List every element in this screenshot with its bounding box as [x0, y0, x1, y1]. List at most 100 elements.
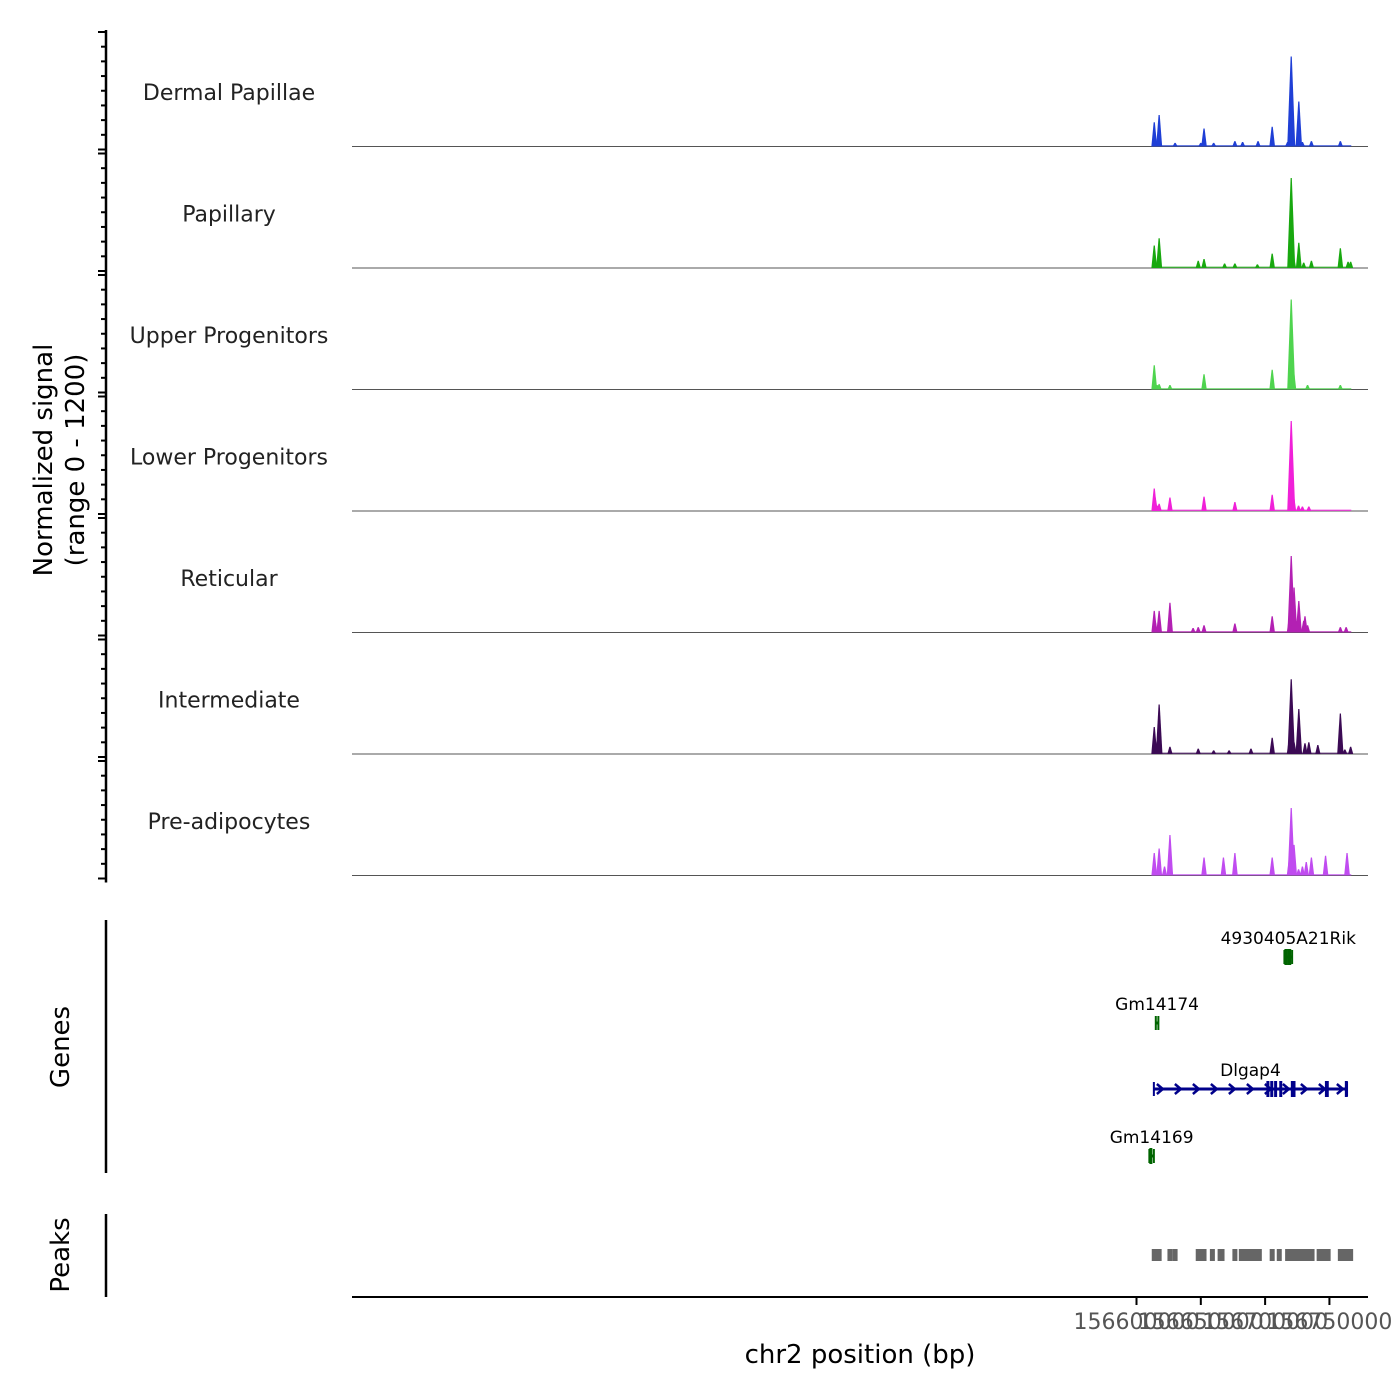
peak-region: [1243, 1249, 1249, 1261]
gene-gm14169: Gm14169: [1110, 1128, 1194, 1164]
track-label: Upper Progenitors: [130, 324, 329, 349]
signal-peak: [1342, 749, 1348, 754]
signal-peak: [1156, 503, 1162, 511]
signal-peak: [1201, 259, 1207, 268]
track-reticular: Reticular: [180, 556, 1368, 633]
signal-peak: [1291, 844, 1298, 876]
peaks-track-label: Peaks: [46, 1217, 76, 1292]
signal-peak: [1201, 128, 1207, 147]
peak-region: [1256, 1249, 1262, 1261]
gene-dlgap4: Dlgap4: [1152, 1061, 1349, 1097]
strand-arrow: [1246, 1083, 1255, 1095]
signal-peak: [1269, 494, 1275, 511]
coverage-tracks: Dermal Papillae Papillary Upper Progenitor…: [130, 56, 1368, 876]
strand-arrow: [1300, 1083, 1309, 1095]
signal-peak: [1201, 496, 1207, 511]
peak-region: [1309, 1249, 1315, 1261]
track-pre-adipocytes: Pre-adipocytes: [148, 808, 1368, 876]
signal-peak: [1337, 248, 1344, 268]
signal-peak: [1166, 602, 1173, 633]
signal-peak: [1167, 497, 1173, 511]
signal-peak: [1155, 704, 1163, 754]
track-background-signal: [1153, 266, 1352, 268]
signal-peak: [1348, 261, 1354, 268]
signal-peak: [1269, 737, 1275, 754]
signal-peak: [1151, 365, 1158, 390]
signal-peak: [1308, 260, 1315, 268]
signal-peak: [1290, 494, 1297, 511]
peaks-track: [1151, 1249, 1354, 1261]
signal-peak: [1295, 242, 1302, 268]
track-label: Dermal Papillae: [143, 81, 315, 106]
exon: [1274, 1081, 1278, 1097]
peak-region: [1325, 1249, 1331, 1261]
signal-peak: [1226, 750, 1232, 754]
track-label: Intermediate: [158, 689, 300, 714]
signal-peak: [1302, 743, 1308, 754]
signal-peak: [1166, 835, 1174, 876]
signal-peak: [1211, 750, 1217, 754]
strand-arrow: [1228, 1083, 1237, 1095]
exon: [1279, 1081, 1283, 1097]
signal-peak: [1232, 853, 1238, 876]
track-dermal-papillae: Dermal Papillae: [143, 56, 1368, 147]
signal-peak: [1291, 742, 1297, 754]
x-axis-title: chr2 position (bp): [745, 1340, 976, 1370]
peak-region: [1209, 1249, 1215, 1261]
gene-gm14174: Gm14174: [1115, 995, 1199, 1030]
signal-peak: [1161, 866, 1168, 876]
signal-peak: [1269, 369, 1276, 390]
track-upper-progenitors: Upper Progenitors: [130, 299, 1368, 390]
signal-peak: [1151, 853, 1158, 876]
signal-peak: [1337, 627, 1343, 633]
peak-region: [1322, 1249, 1328, 1261]
strand-arrow: [1282, 1083, 1291, 1095]
signal-peak: [1269, 126, 1276, 147]
signal-peak: [1299, 142, 1305, 147]
signal-peak: [1344, 853, 1350, 876]
exon: [1266, 1081, 1270, 1097]
signal-peak: [1167, 385, 1173, 390]
peak-region: [1303, 1249, 1309, 1261]
peak-region: [1348, 1249, 1354, 1261]
peak-region: [1317, 1249, 1323, 1261]
signal-peak: [1290, 369, 1297, 390]
signal-peak: [1195, 748, 1201, 754]
peak-region: [1251, 1249, 1257, 1261]
signal-peak: [1287, 178, 1296, 268]
track-label: Reticular: [180, 567, 278, 592]
signal-peak: [1156, 238, 1163, 268]
signal-peak: [1220, 857, 1227, 876]
peak-region: [1337, 1249, 1343, 1261]
strand-arrow: [1336, 1083, 1345, 1095]
signal-peak: [1303, 862, 1309, 876]
track-label: Lower Progenitors: [130, 446, 328, 471]
peak-region: [1285, 1249, 1291, 1261]
track-papillary: Papillary: [182, 178, 1368, 269]
gene-name-label: 4930405A21Rik: [1221, 929, 1357, 949]
track-background-signal: [1153, 874, 1352, 876]
y-axis-range-label: (range 0 - 1200): [61, 354, 91, 567]
signal-peak: [1295, 505, 1302, 511]
peak-region: [1296, 1249, 1302, 1261]
track-background-signal: [1153, 509, 1352, 511]
signal-peak: [1295, 709, 1303, 754]
signal-peak: [1195, 627, 1201, 633]
peak-region: [1172, 1249, 1178, 1261]
exon: [1290, 1081, 1294, 1097]
gene-name-label: Gm14174: [1115, 995, 1199, 1015]
signal-peak: [1201, 625, 1207, 633]
exon: [1344, 1081, 1348, 1097]
signal-peak: [1269, 616, 1275, 633]
signal-peak: [1337, 713, 1344, 754]
signal-peak: [1152, 620, 1158, 633]
signal-peak: [1295, 101, 1303, 147]
peak-region: [1197, 1249, 1203, 1261]
signal-peak: [1290, 133, 1296, 147]
peak-region: [1345, 1249, 1351, 1261]
x-tick-label: 156750000: [1266, 1310, 1392, 1335]
signal-peak: [1211, 142, 1217, 147]
peak-region: [1232, 1249, 1238, 1261]
signal-peak: [1254, 264, 1260, 268]
